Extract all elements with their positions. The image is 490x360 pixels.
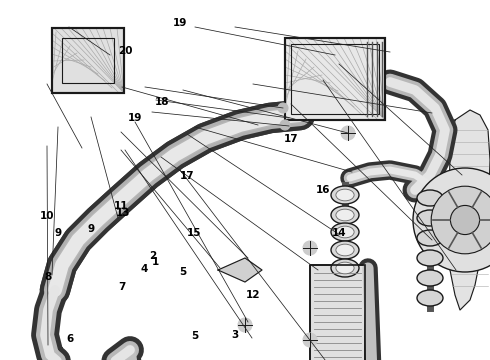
Text: 11: 11 [114, 201, 128, 211]
Text: 17: 17 [180, 171, 195, 181]
Text: 6: 6 [66, 334, 73, 345]
Text: 8: 8 [44, 272, 51, 282]
Text: 1: 1 [152, 257, 159, 267]
Text: 4: 4 [141, 264, 148, 274]
Ellipse shape [417, 250, 443, 266]
Ellipse shape [336, 226, 354, 238]
Ellipse shape [336, 244, 354, 256]
Text: 15: 15 [187, 228, 201, 238]
Text: 16: 16 [316, 185, 331, 195]
Ellipse shape [331, 259, 359, 277]
Circle shape [341, 126, 355, 140]
Text: 5: 5 [179, 267, 186, 277]
Ellipse shape [417, 190, 443, 206]
Bar [310, 265, 365, 360]
Text: 12: 12 [245, 290, 260, 300]
Text: 19: 19 [173, 18, 188, 28]
Text: 13: 13 [116, 208, 131, 219]
Ellipse shape [417, 230, 443, 246]
Bar [52, 28, 124, 93]
Ellipse shape [336, 189, 354, 201]
Ellipse shape [417, 270, 443, 286]
Ellipse shape [331, 241, 359, 259]
Bar [291, 44, 379, 114]
Ellipse shape [417, 290, 443, 306]
Text: 10: 10 [40, 211, 55, 221]
Polygon shape [448, 110, 490, 310]
Ellipse shape [336, 262, 354, 274]
Ellipse shape [331, 206, 359, 224]
Text: 2: 2 [149, 251, 156, 261]
Bar [285, 38, 385, 120]
Circle shape [431, 186, 490, 254]
Ellipse shape [331, 186, 359, 204]
Text: 5: 5 [192, 331, 198, 341]
Text: 9: 9 [54, 228, 61, 238]
Circle shape [280, 120, 290, 130]
Circle shape [278, 103, 288, 113]
Bar [62, 38, 114, 83]
Circle shape [303, 241, 317, 255]
Bar [52, 28, 124, 93]
Text: 20: 20 [118, 46, 132, 56]
Text: 19: 19 [128, 113, 143, 123]
Text: 7: 7 [118, 282, 125, 292]
Text: 17: 17 [284, 134, 298, 144]
Bar [285, 38, 385, 120]
Text: 3: 3 [232, 330, 239, 340]
Circle shape [413, 168, 490, 272]
Text: 14: 14 [332, 228, 347, 238]
Polygon shape [218, 258, 262, 282]
Ellipse shape [331, 223, 359, 241]
Ellipse shape [336, 209, 354, 221]
Circle shape [450, 206, 480, 235]
Text: 18: 18 [154, 97, 169, 107]
Text: 9: 9 [87, 224, 94, 234]
Circle shape [238, 318, 252, 332]
Circle shape [303, 333, 317, 347]
Ellipse shape [417, 210, 443, 226]
Bar [310, 265, 365, 360]
